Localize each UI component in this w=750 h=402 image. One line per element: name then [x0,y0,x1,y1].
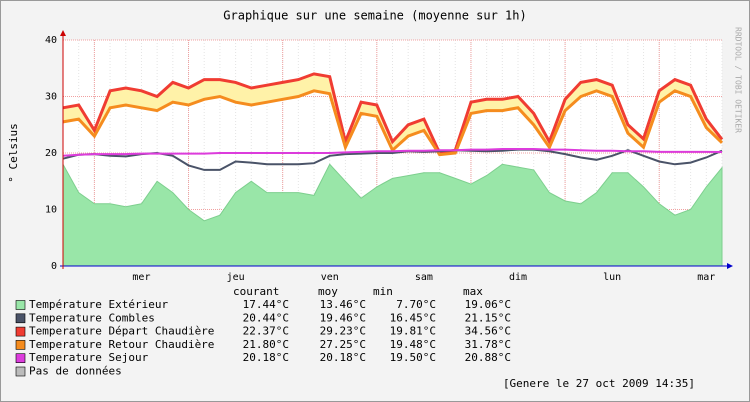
legend-swatch [15,313,26,324]
legend-stat: 22.37°C [243,325,289,338]
legend-stat: 19.48°C [390,338,436,351]
legend-label: Temperature Combles [29,311,155,324]
legend-stat: 21.80°C [243,338,289,351]
legend-header: min [373,285,393,298]
legend-stat: 19.81°C [390,325,436,338]
legend-stat: 20.88°C [465,351,511,364]
legend-swatch [15,300,26,310]
x-tick-label: lun [603,272,621,283]
legend-label: Pas de données [29,365,122,378]
legend-swatch [15,366,26,377]
legend-stat: 21.15°C [465,311,511,324]
legend-stat: 19.06°C [465,298,511,311]
legend-swatch [15,353,26,364]
band-fill [63,73,722,155]
legend-stat: 29.23°C [320,325,366,338]
legend-label: Temperature Départ Chaudière [29,325,214,338]
legend-stat: 13.46°C [320,298,366,311]
y-tick-label: 0 [51,261,57,272]
legend-stat: 20.18°C [320,351,366,364]
x-tick-label: dim [509,272,527,283]
x-tick-label: sam [415,272,433,283]
x-tick-label: jeu [227,272,245,283]
legend-stat: 20.18°C [243,351,289,364]
legend-stat: 17.44°C [243,298,289,311]
legend-stat: 34.56°C [465,325,511,338]
watermark: RRDTOOL / TOBI OETIKER [734,27,743,133]
x-tick-label: ven [321,272,339,283]
legend-stat: 31.78°C [465,338,511,351]
line [62,72,724,155]
x-tick-label: mer [132,272,150,283]
legend-stat: 16.45°C [390,311,436,324]
legend-stat: 27.25°C [320,338,366,351]
area [62,162,723,267]
legend-stat: 7.70°C [396,298,436,311]
chart-title: Graphique sur une semaine (moyenne sur 1… [223,9,526,23]
legend-stat: 19.50°C [390,351,436,364]
line [62,148,723,171]
legend-label: Temperature Retour Chaudière [29,338,214,351]
legend-stat: 20.44°C [243,311,289,324]
x-arrow [727,263,733,269]
legend-label: Temperature Sejour [29,351,149,364]
y-axis-label: ° Celsius [7,123,20,183]
line [62,89,724,157]
line [62,148,723,157]
y-arrow [60,30,66,36]
y-tick-label: 40 [45,35,57,46]
legend-label: Température Extérieur [29,298,168,311]
legend-swatch [15,326,26,337]
y-tick-label: 20 [45,148,57,159]
footer: [Genere le 27 oct 2009 14:35] [503,377,695,390]
legend-swatch [15,340,26,350]
y-tick-label: 10 [45,205,57,216]
legend-header: moy [318,285,338,298]
y-tick-label: 30 [45,92,57,103]
legend-header: courant [233,285,279,298]
x-tick-label: mar [697,272,715,283]
legend-header: max [463,285,483,298]
legend-stat: 19.46°C [320,311,366,324]
